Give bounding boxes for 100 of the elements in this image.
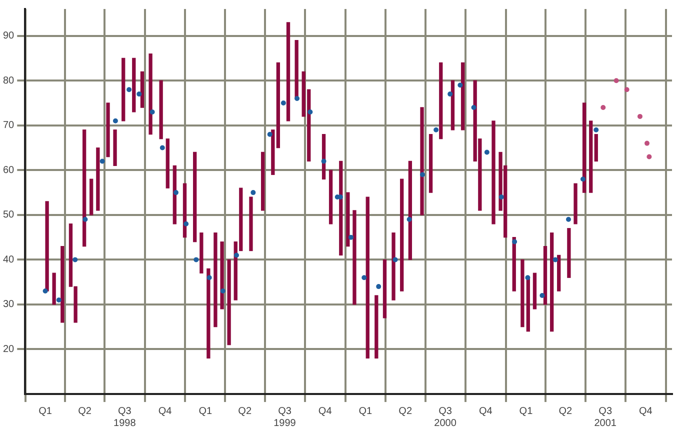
bar xyxy=(582,102,586,193)
bar xyxy=(249,196,253,252)
bar xyxy=(82,130,86,247)
bar xyxy=(439,62,443,140)
bar xyxy=(148,53,152,135)
point xyxy=(184,221,189,226)
point xyxy=(458,82,463,88)
x-tick-label: Q2 xyxy=(238,406,252,417)
bar xyxy=(450,80,455,130)
y-tick-label: 60 xyxy=(3,164,15,176)
point xyxy=(644,140,650,146)
bar xyxy=(550,232,554,332)
x-tick-label: Q1 xyxy=(198,406,212,417)
point xyxy=(348,234,354,240)
bar xyxy=(366,196,370,359)
bar xyxy=(220,241,224,310)
point xyxy=(160,145,165,150)
point xyxy=(484,150,490,155)
bar xyxy=(428,134,433,193)
bar xyxy=(140,71,144,108)
point xyxy=(56,297,62,302)
bar xyxy=(271,130,275,175)
point xyxy=(434,127,439,132)
y-tick-label: 50 xyxy=(3,210,15,221)
bar xyxy=(420,107,424,216)
point xyxy=(173,190,178,196)
point xyxy=(614,78,619,84)
bar xyxy=(132,58,136,112)
bar xyxy=(400,178,404,292)
point xyxy=(540,293,545,298)
point xyxy=(566,216,571,222)
point xyxy=(646,154,652,160)
x-tick-label: Q1 xyxy=(519,406,534,417)
point xyxy=(594,127,599,132)
point xyxy=(308,109,313,114)
point xyxy=(234,252,240,258)
x-tick-label: Q4 xyxy=(158,406,172,417)
point xyxy=(624,87,630,92)
y-tick-label: 80 xyxy=(3,75,15,86)
point xyxy=(512,239,518,244)
point xyxy=(448,92,453,97)
bar xyxy=(520,259,524,328)
bar xyxy=(122,58,126,122)
x-tick-label: Q1 xyxy=(358,406,373,417)
bar xyxy=(543,246,548,305)
point xyxy=(126,87,132,92)
point xyxy=(600,104,606,110)
x-tick-label: Q3 1998 xyxy=(114,406,136,429)
point xyxy=(280,100,286,106)
x-tick-label: Q4 xyxy=(478,406,493,417)
bar xyxy=(374,295,378,359)
point xyxy=(525,275,530,280)
bar xyxy=(113,130,117,166)
x-tick-label: Q4 xyxy=(639,406,653,417)
bar xyxy=(328,170,333,224)
bar xyxy=(96,147,100,211)
point xyxy=(362,275,367,280)
bar xyxy=(214,232,218,328)
bar xyxy=(294,40,298,99)
x-tick-label: Q1 xyxy=(38,406,52,417)
bar xyxy=(352,210,356,305)
point xyxy=(150,109,155,114)
bar xyxy=(227,259,231,346)
y-tick-label: 20 xyxy=(3,344,15,355)
bar xyxy=(382,259,387,318)
point xyxy=(392,257,398,262)
point xyxy=(206,275,212,280)
point xyxy=(100,158,105,164)
point xyxy=(321,158,326,164)
bar xyxy=(574,183,578,224)
point xyxy=(552,257,558,262)
point xyxy=(194,257,199,262)
x-tick-label: Q3 1999 xyxy=(274,406,296,429)
bar xyxy=(532,272,537,310)
bar xyxy=(206,268,210,359)
bar xyxy=(392,232,396,300)
y-tick-label: 90 xyxy=(3,30,15,42)
bar xyxy=(526,277,530,332)
x-tick-label: Q3 2001 xyxy=(594,406,617,429)
bar xyxy=(260,152,265,211)
bar xyxy=(106,102,110,158)
bar xyxy=(193,152,197,242)
bar xyxy=(200,232,204,274)
point xyxy=(406,216,412,222)
point xyxy=(376,284,382,290)
x-tick-label: Q2 xyxy=(398,406,412,417)
point xyxy=(42,288,48,294)
x-tick-label: Q2 xyxy=(558,406,573,417)
point xyxy=(72,257,78,262)
bar xyxy=(339,160,343,256)
bar xyxy=(594,134,598,162)
y-tick-label: 70 xyxy=(3,120,15,132)
x-tick-label: Q3 2000 xyxy=(434,406,457,429)
point xyxy=(471,104,476,110)
point xyxy=(112,118,118,124)
bar xyxy=(557,254,561,292)
bar xyxy=(90,178,94,216)
point xyxy=(580,176,586,182)
bar xyxy=(286,22,290,122)
bar xyxy=(492,120,496,224)
